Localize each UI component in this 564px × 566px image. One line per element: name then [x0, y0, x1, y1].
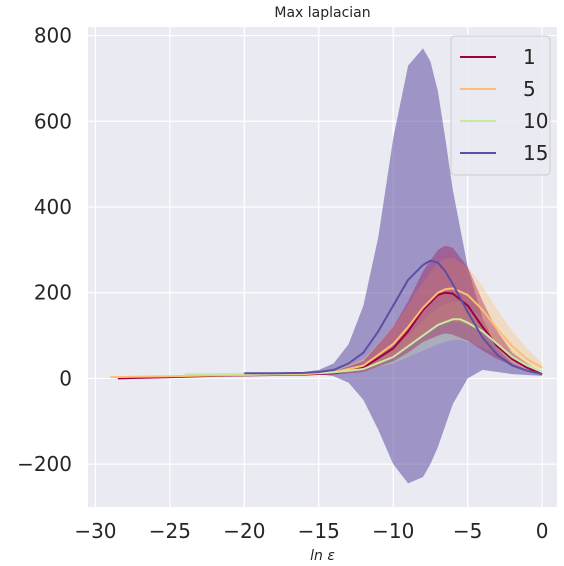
tick-labels: −30 −25 −20 −15 −10 −5 0 −200 0 200 400 600 800: [17, 24, 548, 543]
legend-label-1: 1: [523, 45, 536, 69]
chart-title: Max laplacian: [274, 5, 370, 21]
line-series-15: [244, 259, 543, 376]
band-series-5: [110, 257, 543, 378]
x-tick-label: −30: [74, 519, 116, 543]
band-series-15: [244, 48, 543, 484]
legend-label-15: 15: [523, 141, 548, 165]
x-tick-label: 0: [536, 519, 549, 543]
x-tick-label: −25: [149, 519, 191, 543]
legend-label-10: 10: [523, 109, 548, 133]
x-tick-label: −10: [372, 519, 414, 543]
y-tick-label: 800: [34, 24, 72, 48]
band-series-1: [117, 245, 543, 379]
grid-lines: [88, 27, 557, 507]
line-series-5: [110, 287, 543, 379]
x-tick-label: −20: [223, 519, 265, 543]
y-tick-label: 200: [34, 281, 72, 305]
y-tick-label: 600: [34, 109, 72, 133]
legend-label-5: 5: [523, 77, 536, 101]
x-tick-label: −5: [453, 519, 482, 543]
y-tick-label: 0: [59, 366, 72, 390]
x-axis-label: ln ε: [310, 548, 335, 564]
y-tick-label: −200: [17, 452, 72, 476]
x-tick-label: −15: [298, 519, 340, 543]
series-lines: [110, 259, 543, 380]
y-tick-label: 400: [34, 195, 72, 219]
legend-box: [450, 35, 551, 176]
